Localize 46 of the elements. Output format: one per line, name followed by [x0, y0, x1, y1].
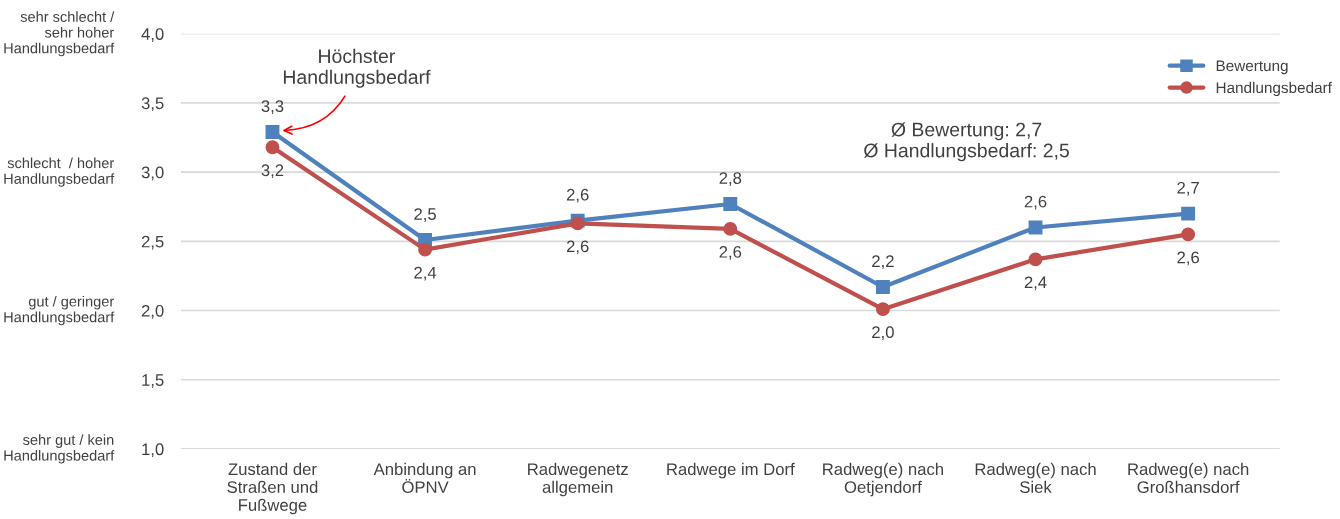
data-label: 2,5: [414, 208, 436, 222]
data-label: 2,7: [1177, 181, 1199, 196]
x-tick-label: Radwege im Dorf: [667, 462, 795, 479]
data-label: 2,4: [1024, 276, 1047, 291]
y-tick-label: 2,0: [141, 304, 164, 319]
y-tick-label: 4,0: [141, 28, 164, 42]
x-tick-label: Radweg(e) nach Siek: [975, 462, 1096, 494]
data-label: 2,4: [414, 266, 437, 281]
point: [723, 221, 738, 236]
point: [418, 242, 433, 257]
annotation: Höchster Handlungsbedarf: [283, 48, 431, 88]
x-tick-label: Radweg(e) nach Oetjendorf: [823, 462, 943, 497]
point: [1028, 252, 1043, 267]
y-tick-label: 2,5: [141, 235, 164, 250]
data-label: 2,2: [872, 255, 894, 270]
x-tick-label: Zustand der Straßen und Fußwege: [227, 462, 318, 515]
x-tick-label: Radwegenetz allgemein: [528, 462, 628, 497]
data-label: 2,6: [1024, 195, 1047, 210]
point: [1181, 206, 1196, 221]
y-tick-label: 3,0: [141, 166, 164, 181]
text: sehr gut / kein Handlungsbedarf: [4, 434, 115, 464]
data-label: 3,3: [261, 100, 284, 115]
text: schlecht / hoher Handlungsbedarf: [4, 157, 115, 187]
data-label: 2,8: [719, 172, 742, 186]
x-tick-label: Anbindung an ÖPNV: [373, 462, 476, 494]
point: [265, 140, 280, 155]
point: [265, 125, 280, 139]
legend-label: Handlungsbedarf: [1216, 81, 1332, 97]
x-tick-label: Radweg(e) nach Großhansdorf: [1128, 462, 1249, 494]
y-tick-label: 3,5: [141, 97, 164, 112]
annotation: Ø Bewertung: 2,7 Ø Handlungsbedarf: 2,5: [863, 122, 1069, 162]
data-label: 2,6: [1177, 251, 1199, 266]
text: gut / geringer Handlungsbedarf: [4, 295, 115, 326]
point: [723, 197, 738, 211]
point: [875, 280, 890, 294]
data-label: 2,6: [566, 188, 589, 203]
legend-label: Bewertung: [1216, 60, 1288, 75]
data-label: 2,6: [566, 240, 589, 255]
y-tick-label: 1,0: [142, 443, 164, 458]
data-label: 2,0: [872, 326, 894, 341]
text: sehr schlecht / sehr hoher Handlungsbedarf: [4, 11, 115, 57]
data-label: 3,2: [261, 164, 284, 179]
point: [1181, 227, 1196, 242]
y-tick-label: 1,5: [142, 374, 164, 388]
data-label: 2,6: [719, 245, 742, 260]
point: [875, 302, 890, 317]
